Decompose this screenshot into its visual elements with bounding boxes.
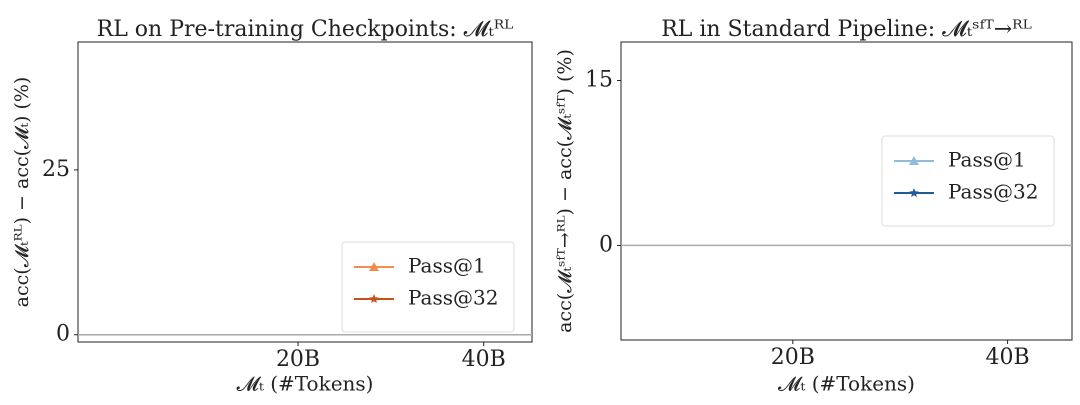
legend-marker: [369, 294, 379, 303]
legend-box: [881, 135, 1055, 227]
chart-title: RL on Pre-training Checkpoints: 𝓜ₜᴿᴸ: [97, 17, 514, 42]
legend-box: [341, 241, 515, 333]
x-tick-label: 40B: [462, 347, 506, 372]
x-tick-label: 40B: [985, 345, 1029, 370]
legend-marker: [909, 156, 919, 165]
y-tick-label: 0: [56, 322, 70, 347]
x-axis-label: 𝓜ₜ (#Tokens): [237, 372, 374, 396]
chart-title: RL in Standard Pipeline: 𝓜ₜˢᶠᵀ→ᴿᴸ: [661, 17, 1032, 42]
y-tick-label: 15: [585, 67, 613, 92]
y-tick-label: 0: [599, 232, 613, 257]
legend-marker: [909, 188, 919, 197]
legend-marker: [369, 262, 379, 271]
x-tick-label: 20B: [771, 345, 815, 370]
x-axis-label: 𝓜ₜ (#Tokens): [778, 372, 915, 396]
legend-label: Pass@1: [948, 148, 1026, 172]
y-axis-label: acc(𝓜ₜᴿᴸ) − acc(𝓜ₜ) (%): [11, 77, 33, 308]
legend-label: Pass@1: [408, 254, 486, 278]
y-tick-label: 25: [42, 157, 70, 182]
y-axis-label: acc(𝓜ₜˢᶠᵀ→ᴿᴸ) − acc(𝓜ₜˢᶠᵀ) (%): [554, 49, 576, 333]
legend-label: Pass@32: [408, 286, 498, 310]
x-tick-label: 20B: [276, 347, 320, 372]
legend-label: Pass@32: [948, 180, 1038, 204]
